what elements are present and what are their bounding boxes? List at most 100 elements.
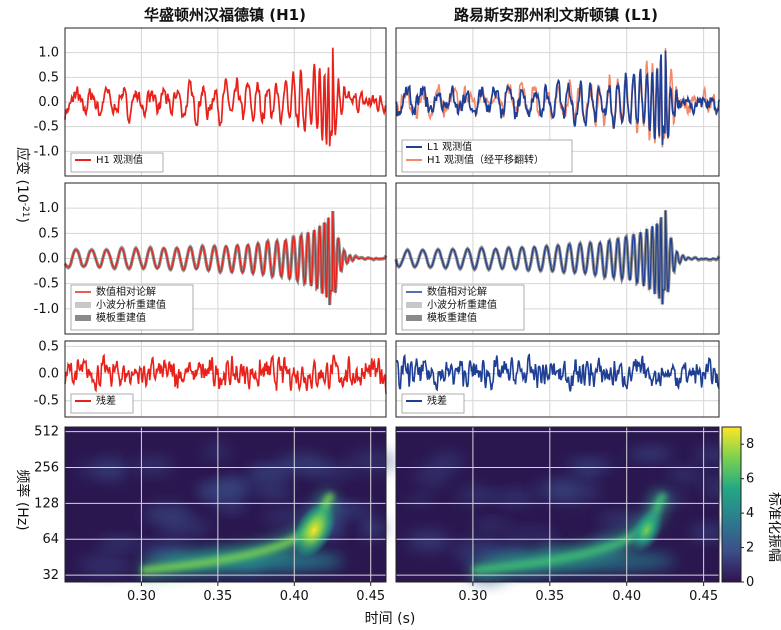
spectrogram-noise-blob: [97, 457, 130, 482]
x-tick-label: 0.45: [689, 589, 718, 604]
colorbar-tick-label: 8: [746, 437, 754, 452]
h1-observed-line: [64, 47, 387, 147]
legend-label: 小波分析重建值: [427, 298, 497, 311]
colorbar-tick-label: 0: [746, 575, 754, 590]
x-tick-label: 0.40: [280, 589, 309, 604]
l1-residual-line: [395, 353, 720, 392]
y-tick-label: 32: [42, 568, 59, 583]
panels-group: 1.0 0.5 0.0 -0.5 -1.0 H1 观测值 1.0 0.5 0.0 -0.5 -1.0…: [34, 27, 754, 604]
spectrogram-panel-frame: [395, 426, 720, 583]
ylabel-strain-exponent: -21: [20, 203, 30, 218]
xlabel: 时间 (s): [365, 611, 416, 627]
y-tick-label: 0.5: [38, 70, 59, 85]
x-tick-label: 0.35: [203, 589, 232, 604]
numerical-relativity-line: [395, 210, 720, 305]
spectrogram-noise-blob: [409, 494, 431, 506]
y-tick-label: 0.5: [38, 226, 59, 241]
y-tick-label: 64: [42, 532, 59, 547]
legend-frame: [70, 284, 194, 331]
y-tick-label: 1.0: [38, 46, 59, 61]
y-tick-label: -1.0: [34, 302, 59, 317]
strain-panel-frame: [64, 27, 387, 177]
x-tick-label: 0.30: [127, 589, 156, 604]
y-tick-label: 0.0: [38, 95, 59, 110]
legend-frame: [70, 152, 164, 173]
y-tick-label: 1.0: [38, 201, 59, 216]
x-tick-label: 0.45: [356, 589, 385, 604]
spectrogram-panel-frame: [64, 426, 387, 583]
residual-panel-frame: [395, 340, 720, 418]
spectrogram-noise-blob: [453, 538, 496, 565]
legend-label: 模板重建值: [427, 311, 477, 324]
title-h1: 华盛顿州汉福德镇 (H1): [144, 6, 306, 24]
spectrogram-noise-blob: [691, 524, 726, 541]
spectrogram-noise-blob: [143, 504, 191, 525]
legend-label: 残差: [427, 394, 447, 407]
y-tick-label: 256: [34, 461, 59, 476]
colorbar: [721, 426, 742, 583]
legend-residual: 残差: [401, 393, 465, 414]
ylabel-strain-close: ): [14, 217, 30, 222]
spectrogram-noise-blob: [535, 479, 577, 502]
spectrogram-features: [79, 442, 398, 579]
x-tick-label: 0.35: [535, 589, 564, 604]
spectrogram-noise-blob: [252, 483, 293, 499]
legend-label: 模板重建值: [96, 311, 146, 324]
spectrogram-noise-blob: [349, 449, 398, 474]
ylabel-strain: 应变 (10-21): [14, 147, 31, 223]
chirp-peak-blob: [292, 502, 336, 559]
legend-h1-observed: H1 观测值: [70, 152, 164, 173]
x-tick-label: 0.30: [458, 589, 487, 604]
y-tick-label: -0.5: [34, 120, 59, 135]
legend-frame: [70, 393, 134, 414]
reconstruction-panel-frame: [395, 182, 720, 335]
colorbar-tick-label: 6: [746, 472, 754, 487]
spectrogram-noise-blob: [628, 447, 673, 462]
y-tick-label: 0.5: [38, 339, 59, 354]
y-tick-label: -0.5: [34, 277, 59, 292]
chirp-peak-blob: [630, 508, 664, 553]
spectrogram-noise-blob: [598, 513, 646, 527]
spectrogram-noise-blob: [414, 463, 449, 489]
spectrogram-noise-blob: [407, 530, 451, 552]
y-tick-label: 128: [34, 496, 59, 511]
spectrogram-noise-blob: [507, 527, 557, 540]
ylabel-strain-text: 应变 (10: [14, 147, 31, 203]
spectrogram-noise-blob: [202, 442, 231, 461]
spectrogram-noise-blob: [473, 519, 510, 532]
y-tick-label: 0.0: [38, 367, 59, 382]
legend-residual: 残差: [70, 393, 134, 414]
ylabel-frequency: 频率 (Hz): [14, 469, 31, 530]
legend-label: 小波分析重建值: [96, 298, 166, 311]
colorbar-label: 标准化振幅: [766, 492, 781, 562]
spectrogram-noise-blob: [219, 476, 256, 492]
spectrogram-noise-blob: [98, 536, 141, 550]
y-tick-label: 512: [34, 425, 59, 440]
legend-label: 数值相对论解: [427, 285, 487, 298]
legend-label: 数值相对论解: [96, 285, 156, 298]
numerical-relativity-line: [64, 210, 387, 305]
legend-frame: [401, 393, 465, 414]
y-tick-label: -1.0: [34, 144, 59, 159]
legend-label: L1 观测值: [427, 140, 472, 153]
h1-residual-line: [64, 353, 387, 395]
spectrogram-noise-blob: [496, 489, 536, 506]
l1-observed-line: [395, 50, 720, 145]
y-tick-label: -0.5: [34, 394, 59, 409]
spectrogram-noise-blob: [359, 519, 386, 538]
legend-label: H1 观测值: [96, 153, 143, 166]
title-l1: 路易斯安那州利文斯顿镇 (L1): [454, 6, 658, 24]
legend-frame: [401, 139, 573, 173]
legend-label: 残差: [96, 394, 116, 407]
residual-panel-frame: [64, 340, 387, 418]
spectrogram-noise-blob: [667, 466, 703, 483]
x-tick-label: 0.40: [612, 589, 641, 604]
spectrogram-noise-blob: [574, 462, 604, 477]
colorbar-tick-label: 2: [746, 541, 754, 556]
spectrogram-noise-blob: [276, 454, 327, 474]
spectrogram-noise-blob: [80, 554, 132, 576]
